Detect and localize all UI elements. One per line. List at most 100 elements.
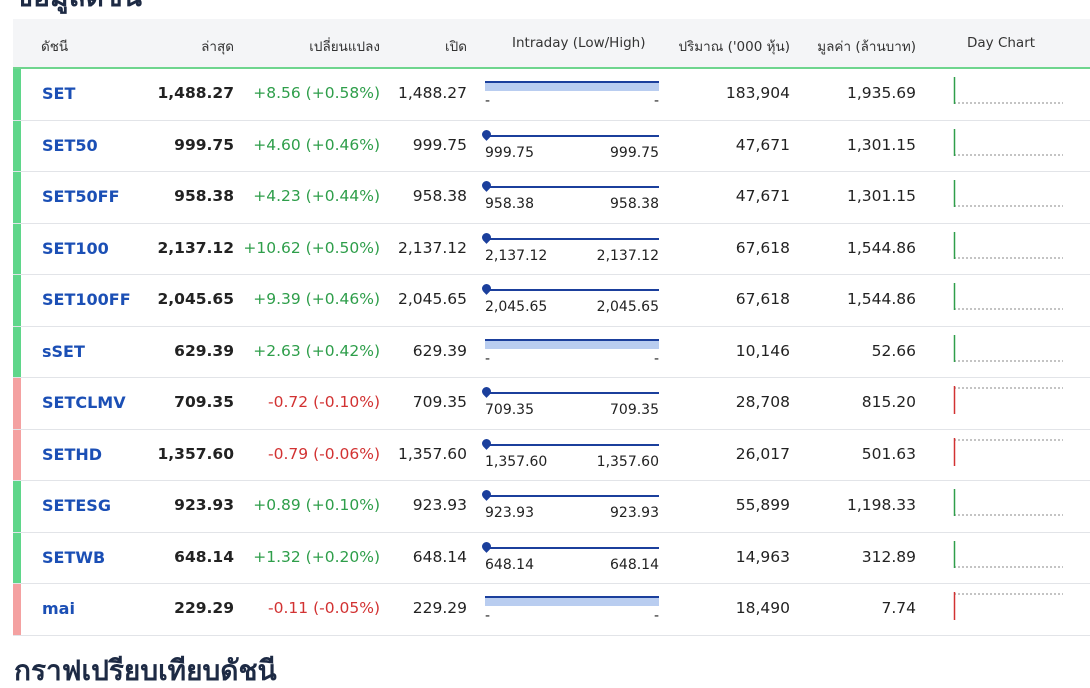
- last-price: 2,137.12: [157, 238, 235, 257]
- intraday-high: 1,357.60: [596, 453, 659, 470]
- day-sparkline-chart[interactable]: [953, 590, 1065, 630]
- intraday-high: -: [653, 93, 659, 109]
- trend-indicator-bar: [13, 275, 21, 326]
- open-price: 958.38: [412, 187, 467, 205]
- trade-value: 1,544.86: [846, 290, 916, 308]
- day-sparkline-chart[interactable]: [953, 333, 1065, 373]
- header-intraday: Intraday (Low/High): [512, 35, 646, 51]
- table-row[interactable]: SETESG 923.93 +0.89 (+0.10%) 923.93 923.93 92…: [13, 481, 1090, 533]
- volume: 26,017: [735, 444, 790, 463]
- header-open: เปิด: [445, 39, 467, 55]
- intraday-range-line: [485, 392, 659, 394]
- intraday-low: 2,045.65: [485, 299, 548, 315]
- table-row[interactable]: SETWB 648.14 +1.32 (+0.20%) 648.14 648.14 648…: [13, 532, 1090, 584]
- intraday-range-line: [485, 546, 659, 549]
- day-sparkline-chart[interactable]: [953, 384, 1065, 424]
- index-name-link[interactable]: SETWB: [42, 547, 106, 567]
- intraday-low: 1,357.60: [485, 453, 548, 470]
- intraday-high: -: [653, 350, 659, 367]
- last-price: 1,357.60: [157, 444, 235, 463]
- intraday-marker-icon: [480, 230, 493, 244]
- open-price: 1,357.60: [397, 444, 467, 463]
- intraday-low: 2,137.12: [485, 247, 548, 264]
- day-sparkline-chart[interactable]: [953, 436, 1065, 476]
- index-name-link[interactable]: SET50FF: [42, 187, 120, 206]
- intraday-low: 923.93: [485, 505, 534, 521]
- open-price: 2,045.65: [397, 290, 467, 308]
- intraday-range: 2,137.12 2,137.12: [480, 230, 659, 266]
- intraday-range-band: [485, 338, 659, 349]
- change-value: +9.39 (+0.46%): [253, 290, 380, 308]
- intraday-range: --: [485, 594, 659, 626]
- intraday-range-line: [485, 289, 659, 291]
- intraday-range-line: [485, 134, 659, 137]
- day-sparkline-chart[interactable]: [953, 178, 1065, 218]
- index-name-link[interactable]: SETCLMV: [42, 393, 126, 412]
- day-sparkline-chart[interactable]: [953, 539, 1065, 579]
- intraday-marker-icon: [480, 282, 493, 295]
- trend-indicator-bar: [13, 172, 21, 223]
- intraday-high: 2,137.12: [596, 247, 659, 264]
- intraday-high: 923.93: [610, 505, 659, 521]
- last-price: 1,488.27: [157, 84, 235, 102]
- day-sparkline-chart[interactable]: [953, 127, 1065, 167]
- intraday-high: 999.75: [610, 144, 659, 161]
- change-value: +4.23 (+0.44%): [253, 187, 380, 205]
- index-name-link[interactable]: SET100FF: [42, 290, 131, 309]
- intraday-range: 2,045.65 2,045.65: [480, 282, 659, 317]
- change-value: +4.60 (+0.46%): [253, 135, 380, 154]
- table-row[interactable]: SET100 2,137.12 +10.62 (+0.50%) 2,137.12 2,1…: [13, 223, 1090, 275]
- volume: 47,671: [735, 187, 790, 205]
- section-title-index-compare: กราฟเปรียบเทียบดัชนี: [14, 654, 277, 687]
- trade-value: 1,935.69: [846, 84, 916, 102]
- day-sparkline-chart[interactable]: [953, 230, 1065, 270]
- trade-value: 1,301.15: [846, 187, 916, 205]
- open-price: 629.39: [412, 341, 467, 360]
- change-value: -0.11 (-0.05%): [268, 599, 380, 617]
- intraday-range: 709.35 709.35: [480, 385, 659, 420]
- intraday-high: 2,045.65: [596, 299, 659, 315]
- last-price: 709.35: [174, 393, 234, 411]
- index-name-link[interactable]: mai: [42, 599, 75, 618]
- trade-value: 1,198.33: [846, 496, 916, 514]
- day-sparkline-chart[interactable]: [953, 75, 1065, 115]
- trade-value: 7.74: [881, 599, 916, 617]
- day-sparkline-chart[interactable]: [953, 487, 1065, 527]
- index-name-link[interactable]: SET: [42, 84, 76, 103]
- trade-value: 501.63: [861, 444, 916, 463]
- intraday-range: 958.38 958.38: [480, 179, 659, 214]
- index-name-link[interactable]: SET50: [42, 135, 98, 155]
- intraday-range-band: [485, 81, 659, 91]
- intraday-low: 648.14: [485, 556, 534, 573]
- trend-indicator-bar: [13, 326, 21, 377]
- header-volume: ปริมาณ ('000 หุ้น): [678, 39, 790, 55]
- trade-value: 52.66: [871, 341, 916, 360]
- intraday-high: 709.35: [610, 402, 659, 418]
- trade-value: 1,544.86: [846, 238, 916, 257]
- volume: 55,899: [735, 496, 790, 514]
- table-row[interactable]: SET50FF 958.38 +4.23 (+0.44%) 958.38 958.38 9…: [13, 172, 1090, 224]
- intraday-range-line: [485, 237, 659, 240]
- table-row[interactable]: SET 1,488.27 +8.56 (+0.58%) 1,488.27- -183,9…: [13, 69, 1090, 121]
- table-row[interactable]: sSET 629.39 +2.63 (+0.42%) 629.39- -10,146 52…: [13, 326, 1090, 378]
- day-sparkline-chart[interactable]: [953, 281, 1065, 321]
- last-price: 229.29: [174, 599, 234, 617]
- index-name-link[interactable]: sSET: [42, 341, 85, 361]
- header-last: ล่าสุด: [201, 39, 234, 55]
- open-price: 923.93: [412, 496, 467, 514]
- table-row[interactable]: mai 229.29 -0.11 (-0.05%) 229.29- -18,490 7.7…: [13, 584, 1090, 636]
- trend-indicator-bar: [13, 532, 21, 583]
- index-name-link[interactable]: SETHD: [42, 444, 103, 464]
- trade-value: 1,301.15: [846, 135, 916, 154]
- volume: 67,618: [735, 238, 790, 257]
- table-row[interactable]: SET50 999.75 +4.60 (+0.46%) 999.75 999.75 999…: [13, 120, 1090, 172]
- index-name-link[interactable]: SET100: [42, 238, 109, 258]
- table-row[interactable]: SETCLMV 709.35 -0.72 (-0.10%) 709.35 709.35 7…: [13, 378, 1090, 430]
- table-row[interactable]: SET100FF 2,045.65 +9.39 (+0.46%) 2,045.65 2,…: [13, 275, 1090, 327]
- index-name-link[interactable]: SETESG: [42, 496, 111, 515]
- header-value: มูลค่า (ล้านบาท): [817, 39, 916, 55]
- intraday-marker-icon: [480, 539, 493, 553]
- intraday-high: -: [653, 608, 659, 624]
- open-price: 1,488.27: [397, 84, 467, 102]
- table-row[interactable]: SETHD 1,357.60 -0.79 (-0.06%) 1,357.60 1,357…: [13, 429, 1090, 481]
